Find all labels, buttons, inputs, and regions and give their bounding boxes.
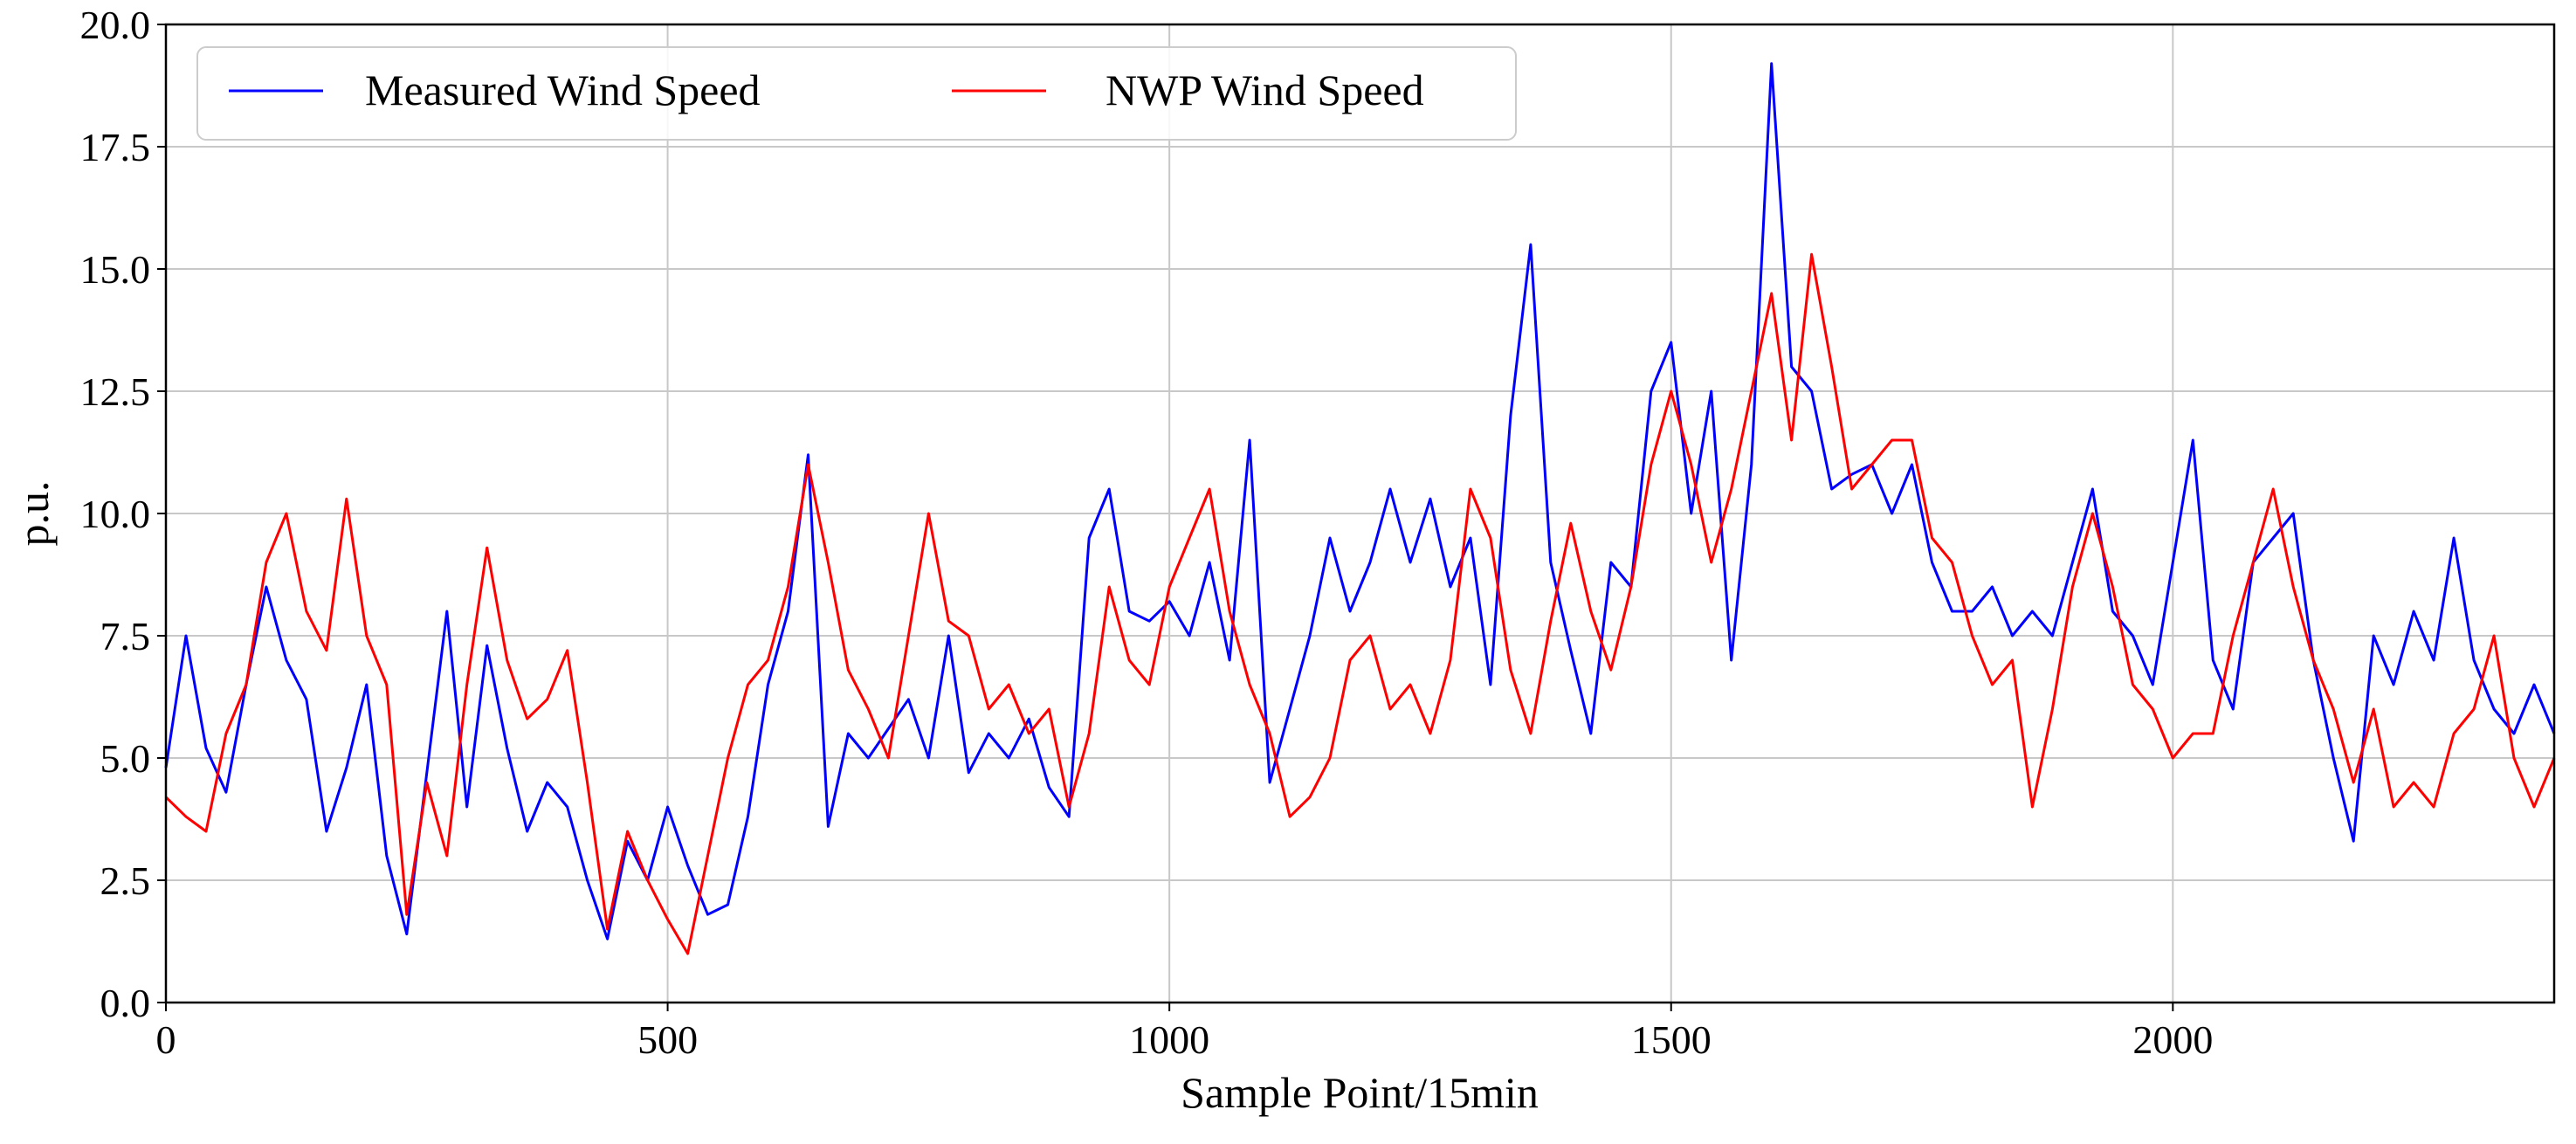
x-tick-label: 500 [637, 1017, 698, 1062]
y-tick-label: 0.0 [100, 981, 151, 1025]
series-layer [164, 62, 2556, 955]
x-tick-label: 0 [156, 1017, 176, 1062]
y-tick-label: 10.0 [80, 492, 151, 536]
y-tick-label: 2.5 [100, 858, 151, 903]
legend-box [196, 46, 1517, 141]
y-tick-label: 7.5 [100, 614, 151, 658]
x-tick-label: 1500 [1631, 1017, 1712, 1062]
y-tick-label: 12.5 [80, 369, 151, 414]
x-tick-label: 2000 [2132, 1017, 2213, 1062]
ticks: 0 500 1000 1500 2000 0.0 2.5 5.0 7.5 10.0 12.5 15.0… [80, 3, 2214, 1062]
y-tick-label: 15.0 [80, 247, 151, 292]
measured-wind-speed-line [164, 62, 2556, 941]
x-axis-label: Sample Point/15min [1181, 1068, 1539, 1117]
legend-label-measured: Measured Wind Speed [365, 65, 761, 114]
y-tick-label: 20.0 [80, 3, 151, 47]
legend-label-nwp: NWP Wind Speed [1105, 65, 1424, 114]
legend: Measured Wind Speed NWP Wind Speed [196, 46, 1517, 141]
nwp-wind-speed-line [164, 252, 2556, 955]
y-tick-label: 5.0 [100, 736, 151, 781]
x-tick-label: 1000 [1129, 1017, 1209, 1062]
y-axis-label: p.u. [9, 481, 58, 547]
y-tick-label: 17.5 [80, 125, 151, 169]
